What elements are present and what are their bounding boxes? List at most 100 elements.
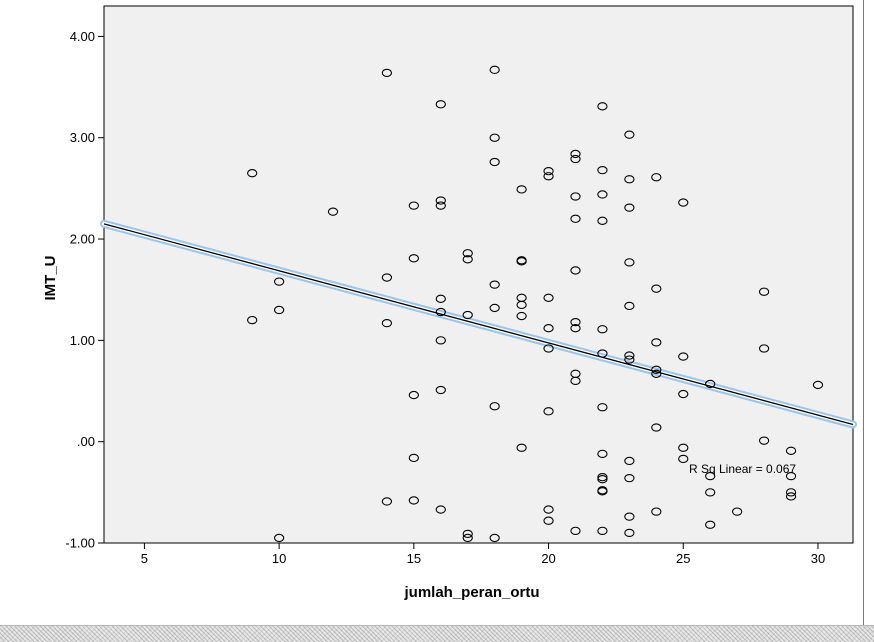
y-axis: -1.00 .00 1.00 2.00 3.00 4.00 (65, 29, 104, 551)
data-point (543, 167, 554, 176)
data-point (678, 443, 689, 452)
data-point (597, 449, 608, 458)
data-point (543, 407, 554, 416)
data-point (705, 488, 716, 497)
data-point (570, 324, 581, 333)
data-point (381, 68, 393, 78)
x-tick-label: 25 (676, 551, 690, 566)
data-point (408, 496, 419, 505)
data-point (381, 318, 393, 328)
data-point (516, 257, 527, 266)
data-point (597, 403, 608, 412)
data-point (489, 303, 500, 313)
data-point (570, 192, 581, 201)
data-point (758, 436, 770, 445)
data-point (462, 533, 473, 543)
plot-area (103, 5, 854, 544)
data-point (570, 317, 581, 327)
data-point (785, 471, 797, 481)
data-point (435, 505, 446, 514)
data-point (651, 507, 662, 516)
data-point (462, 310, 473, 320)
y-tick-label: 1.00 (70, 333, 95, 348)
x-tick-label: 30 (811, 551, 825, 566)
data-point (624, 258, 635, 267)
data-point (624, 528, 635, 538)
data-point (543, 293, 554, 302)
data-point (705, 379, 716, 389)
r-squared-label: R Sq Linear = 0.067 (689, 462, 796, 476)
data-point (435, 100, 446, 109)
data-point (435, 385, 446, 395)
data-point (516, 311, 527, 321)
data-point (381, 497, 393, 506)
data-point (705, 520, 716, 529)
data-point (758, 344, 770, 353)
data-point (489, 133, 500, 142)
x-tick-label: 20 (541, 551, 555, 566)
data-point (678, 389, 689, 399)
data-point (597, 349, 608, 358)
data-point (812, 380, 824, 390)
data-point (651, 173, 662, 182)
data-point (327, 207, 339, 216)
data-point (597, 526, 608, 535)
data-point (624, 301, 635, 311)
x-axis: 5 10 15 20 25 30 (141, 543, 825, 566)
data-point (597, 165, 608, 175)
data-point (408, 201, 419, 210)
data-point (678, 454, 689, 464)
y-tick-label: .00 (77, 434, 95, 449)
data-point (651, 284, 662, 293)
data-point (516, 300, 527, 310)
data-point (273, 277, 285, 286)
data-point (624, 512, 635, 521)
data-point (435, 307, 446, 317)
data-point (597, 190, 608, 199)
data-point (678, 198, 689, 207)
data-point (651, 369, 662, 378)
data-point (624, 355, 635, 364)
data-points (247, 65, 824, 543)
data-point (435, 336, 446, 345)
data-point (570, 214, 581, 223)
data-point (570, 376, 581, 386)
y-tick-label: -1.00 (65, 536, 95, 551)
data-point (624, 130, 635, 139)
data-point (462, 249, 473, 258)
data-point (624, 351, 635, 360)
data-point (624, 456, 635, 466)
data-point (597, 487, 608, 496)
data-point (731, 507, 743, 516)
data-point (273, 305, 285, 315)
data-point (489, 280, 500, 289)
data-point (624, 203, 635, 212)
data-point (678, 352, 689, 361)
data-point (624, 474, 635, 483)
window-frame-bottom (0, 625, 874, 642)
data-point (597, 102, 608, 111)
data-point (489, 65, 500, 74)
data-point (570, 149, 581, 159)
data-point (624, 175, 635, 184)
data-point (247, 169, 258, 178)
data-point (408, 254, 419, 263)
x-tick-label: 5 (141, 551, 148, 566)
data-point (651, 423, 662, 432)
data-point (462, 255, 473, 264)
data-point (408, 453, 419, 463)
data-point (785, 446, 797, 455)
data-point (489, 157, 500, 167)
x-axis-title: jumlah_peran_ortu (403, 584, 539, 601)
data-point (516, 443, 527, 452)
data-point (785, 488, 797, 497)
regression-line-group (100, 219, 857, 429)
data-point (543, 505, 554, 514)
data-point (543, 324, 554, 333)
data-point (570, 154, 581, 164)
data-point (597, 472, 608, 482)
x-tick-label: 15 (407, 551, 421, 566)
fit-line (103, 223, 854, 426)
data-point (462, 529, 473, 539)
